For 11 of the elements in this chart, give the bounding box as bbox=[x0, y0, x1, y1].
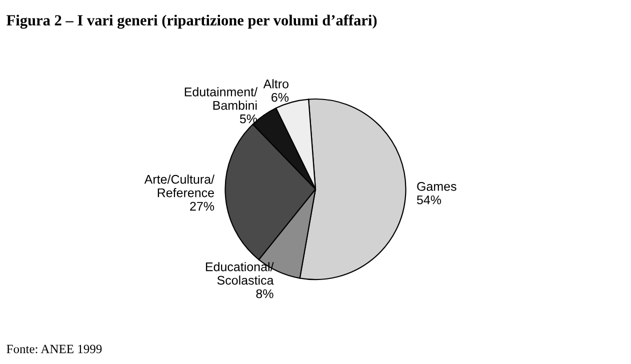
slice-label: Arte/Cultura/ Reference bbox=[144, 174, 215, 198]
slice-label: Edutainment/ Bambini bbox=[184, 87, 258, 110]
data-label: 54% bbox=[416, 196, 442, 204]
data-label: 8% bbox=[256, 289, 274, 298]
slice-label: Altro bbox=[263, 79, 288, 88]
slice-label: Games bbox=[417, 182, 456, 191]
data-label: 27% bbox=[190, 202, 214, 211]
data-label: 6% bbox=[272, 92, 289, 102]
data-label: 5% bbox=[240, 114, 258, 124]
chart-title: Figura 2 – I vari generi (ripartizione per volumi d’affari) bbox=[6, 14, 377, 29]
source-note: Fonte: ANEE 1999 bbox=[6, 344, 102, 354]
